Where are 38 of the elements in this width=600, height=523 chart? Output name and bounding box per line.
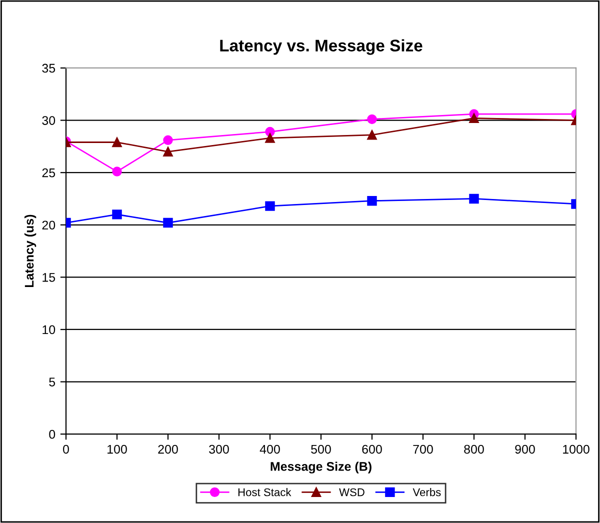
x-tick-label: 0 bbox=[63, 444, 69, 454]
x-tick-label: 900 bbox=[515, 444, 535, 454]
y-tick-label: 20 bbox=[42, 220, 56, 230]
x-tick-label: 200 bbox=[158, 444, 178, 454]
y-tick-label: 35 bbox=[42, 64, 56, 73]
x-tick-label: 300 bbox=[209, 444, 229, 454]
legend-label: Verbs bbox=[412, 488, 441, 496]
point bbox=[112, 137, 122, 148]
point bbox=[469, 113, 479, 124]
legend-label: WSD bbox=[339, 488, 364, 496]
point bbox=[265, 133, 275, 143]
y-tick-label: 30 bbox=[42, 116, 56, 125]
point bbox=[367, 114, 377, 124]
y-tick-label: 10 bbox=[42, 325, 56, 334]
legend-label: Host Stack bbox=[238, 488, 292, 496]
x-tick-label: 1000 bbox=[563, 444, 590, 454]
x-tick-label: 800 bbox=[464, 444, 484, 454]
point bbox=[469, 194, 479, 204]
x-tick-label: 500 bbox=[311, 444, 331, 454]
x-tick-label: 400 bbox=[260, 444, 280, 454]
point bbox=[163, 218, 173, 228]
point bbox=[112, 166, 122, 176]
point bbox=[265, 201, 275, 211]
y-axis-title: Latency (us) bbox=[24, 214, 36, 288]
y-tick-label: 25 bbox=[42, 168, 56, 178]
x-axis-title: Message Size (B) bbox=[270, 462, 372, 474]
x-tick-label: 600 bbox=[362, 444, 382, 454]
y-tick-label: 5 bbox=[49, 378, 56, 386]
point bbox=[163, 146, 173, 157]
x-tick-label: 100 bbox=[108, 444, 127, 454]
point bbox=[163, 135, 173, 146]
point bbox=[367, 130, 377, 140]
y-tick-label: 15 bbox=[42, 273, 56, 282]
chart-title: Latency vs. Message Size bbox=[220, 39, 422, 55]
x-tick-label: 700 bbox=[413, 444, 433, 454]
y-tick-label: 0 bbox=[49, 430, 56, 439]
point bbox=[112, 210, 122, 220]
point bbox=[367, 196, 377, 206]
